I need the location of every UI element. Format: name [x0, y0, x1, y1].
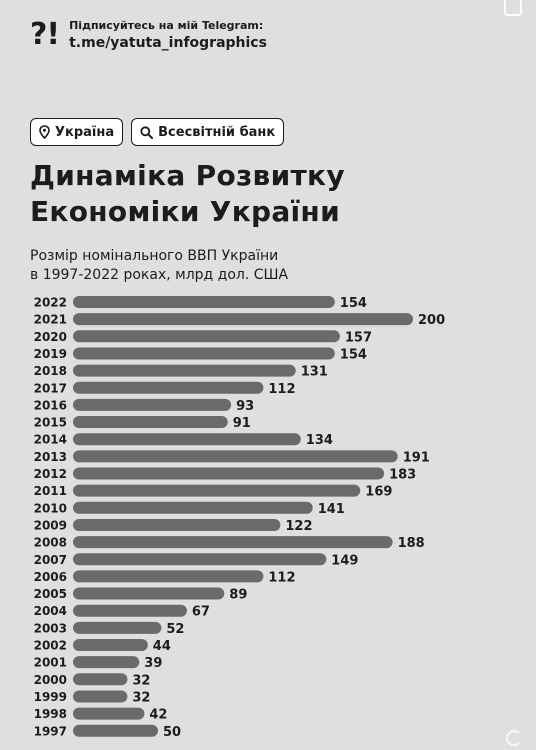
value-label: 39 [144, 656, 162, 671]
year-label: 2019 [34, 347, 67, 361]
subtitle-line-2: в 1997-2022 роках, млрд дол. США [30, 267, 289, 283]
gdp-bar [73, 707, 145, 720]
chart-subtitle: Розмір номінального ВВП України в 1997-2… [30, 247, 288, 285]
value-label: 91 [233, 416, 251, 431]
gdp-bar [73, 484, 361, 497]
year-label: 2011 [34, 484, 67, 498]
gdp-bar [73, 330, 340, 343]
tag-chips: Україна Всесвітній банк [30, 118, 285, 146]
location-pin-icon [39, 125, 50, 139]
loading-icon [506, 730, 522, 746]
year-label: 2006 [34, 570, 67, 584]
value-label: 32 [132, 673, 150, 688]
year-label: 2016 [34, 398, 67, 412]
value-label: 32 [132, 690, 150, 705]
gdp-bar [73, 416, 228, 429]
year-label: 2008 [34, 536, 67, 550]
gdp-bar [73, 364, 296, 377]
value-label: 154 [340, 347, 367, 362]
gdp-bar [73, 639, 148, 651]
year-label: 1998 [34, 707, 67, 721]
search-icon [140, 125, 154, 139]
year-label: 1997 [34, 724, 67, 738]
gdp-bar [73, 570, 264, 583]
telegram-promo: Підписуйтесь на мій Telegram: t.me/yatut… [69, 18, 267, 52]
year-label: 2001 [34, 656, 67, 670]
year-label: 2002 [34, 639, 67, 653]
gdp-bar [73, 433, 301, 446]
value-label: 183 [389, 468, 416, 483]
value-label: 131 [301, 365, 328, 380]
year-label: 2003 [34, 621, 67, 635]
gdp-bar [73, 398, 232, 411]
telegram-link[interactable]: t.me/yatuta_infographics [69, 35, 267, 51]
year-label: 2022 [34, 296, 67, 310]
value-label: 93 [236, 399, 254, 414]
gdp-bar [73, 673, 128, 686]
value-label: 52 [166, 622, 184, 637]
gdp-bar [73, 518, 281, 531]
gdp-bar [73, 553, 327, 566]
gdp-bar [73, 656, 140, 669]
value-label: 149 [331, 553, 358, 568]
value-label: 67 [192, 605, 210, 620]
year-label: 2007 [34, 553, 67, 567]
value-label: 169 [365, 485, 392, 500]
country-label: Україна [55, 124, 115, 140]
source-label: Всесвітній банк [158, 124, 276, 140]
gdp-bar [73, 621, 162, 634]
corner-icon [504, 0, 522, 16]
value-label: 44 [153, 639, 171, 654]
year-label: 2010 [34, 501, 67, 515]
year-label: 2020 [34, 330, 67, 344]
year-label: 2014 [34, 433, 67, 447]
country-chip[interactable]: Україна [30, 118, 124, 146]
year-label: 2012 [34, 467, 67, 481]
gdp-bar [73, 347, 335, 360]
header: ?! Підписуйтесь на мій Telegram: t.me/ya… [30, 18, 267, 52]
year-label: 2000 [34, 673, 67, 687]
gdp-bar [73, 313, 413, 326]
title-line-2: Економіки України [30, 195, 340, 228]
value-label: 200 [418, 313, 445, 328]
value-label: 154 [340, 296, 367, 311]
year-label: 2004 [34, 604, 67, 618]
gdp-bar [73, 536, 393, 549]
year-label: 2021 [34, 313, 67, 327]
year-label: 2005 [34, 587, 67, 601]
value-label: 112 [268, 382, 295, 397]
page-title: Динаміка Розвитку Економіки України [30, 158, 345, 230]
value-label: 122 [285, 519, 312, 534]
gdp-bar [73, 724, 158, 737]
year-label: 2013 [34, 450, 67, 464]
value-label: 42 [149, 708, 167, 723]
gdp-bar [73, 501, 313, 514]
gdp-bar [73, 690, 128, 703]
gdp-bar [73, 467, 385, 480]
value-label: 141 [318, 502, 345, 517]
value-label: 191 [403, 450, 430, 465]
source-chip[interactable]: Всесвітній банк [131, 118, 285, 146]
value-label: 89 [229, 588, 247, 603]
year-label: 2015 [34, 416, 67, 430]
gdp-bar [73, 296, 335, 308]
value-label: 50 [163, 725, 181, 740]
year-label: 2017 [34, 381, 67, 395]
title-line-1: Динаміка Розвитку [30, 159, 345, 192]
gdp-bar [73, 587, 225, 600]
logo: ?! [30, 17, 60, 52]
value-label: 134 [306, 433, 333, 448]
subscribe-text: Підписуйтесь на мій Telegram: [69, 19, 264, 32]
year-label: 2009 [34, 518, 67, 532]
year-label: 2018 [34, 364, 67, 378]
year-label: 1999 [34, 690, 67, 704]
gdp-bar-chart: 2022 154 2021 200 2020 157 2019 154 2018 131 2017 1… [34, 296, 446, 740]
subtitle-line-1: Розмір номінального ВВП України [30, 248, 279, 264]
value-label: 157 [345, 330, 372, 345]
gdp-bar [73, 604, 187, 617]
gdp-bar [73, 450, 398, 463]
value-label: 188 [398, 536, 425, 551]
gdp-bar [73, 381, 264, 394]
value-label: 112 [268, 570, 295, 585]
